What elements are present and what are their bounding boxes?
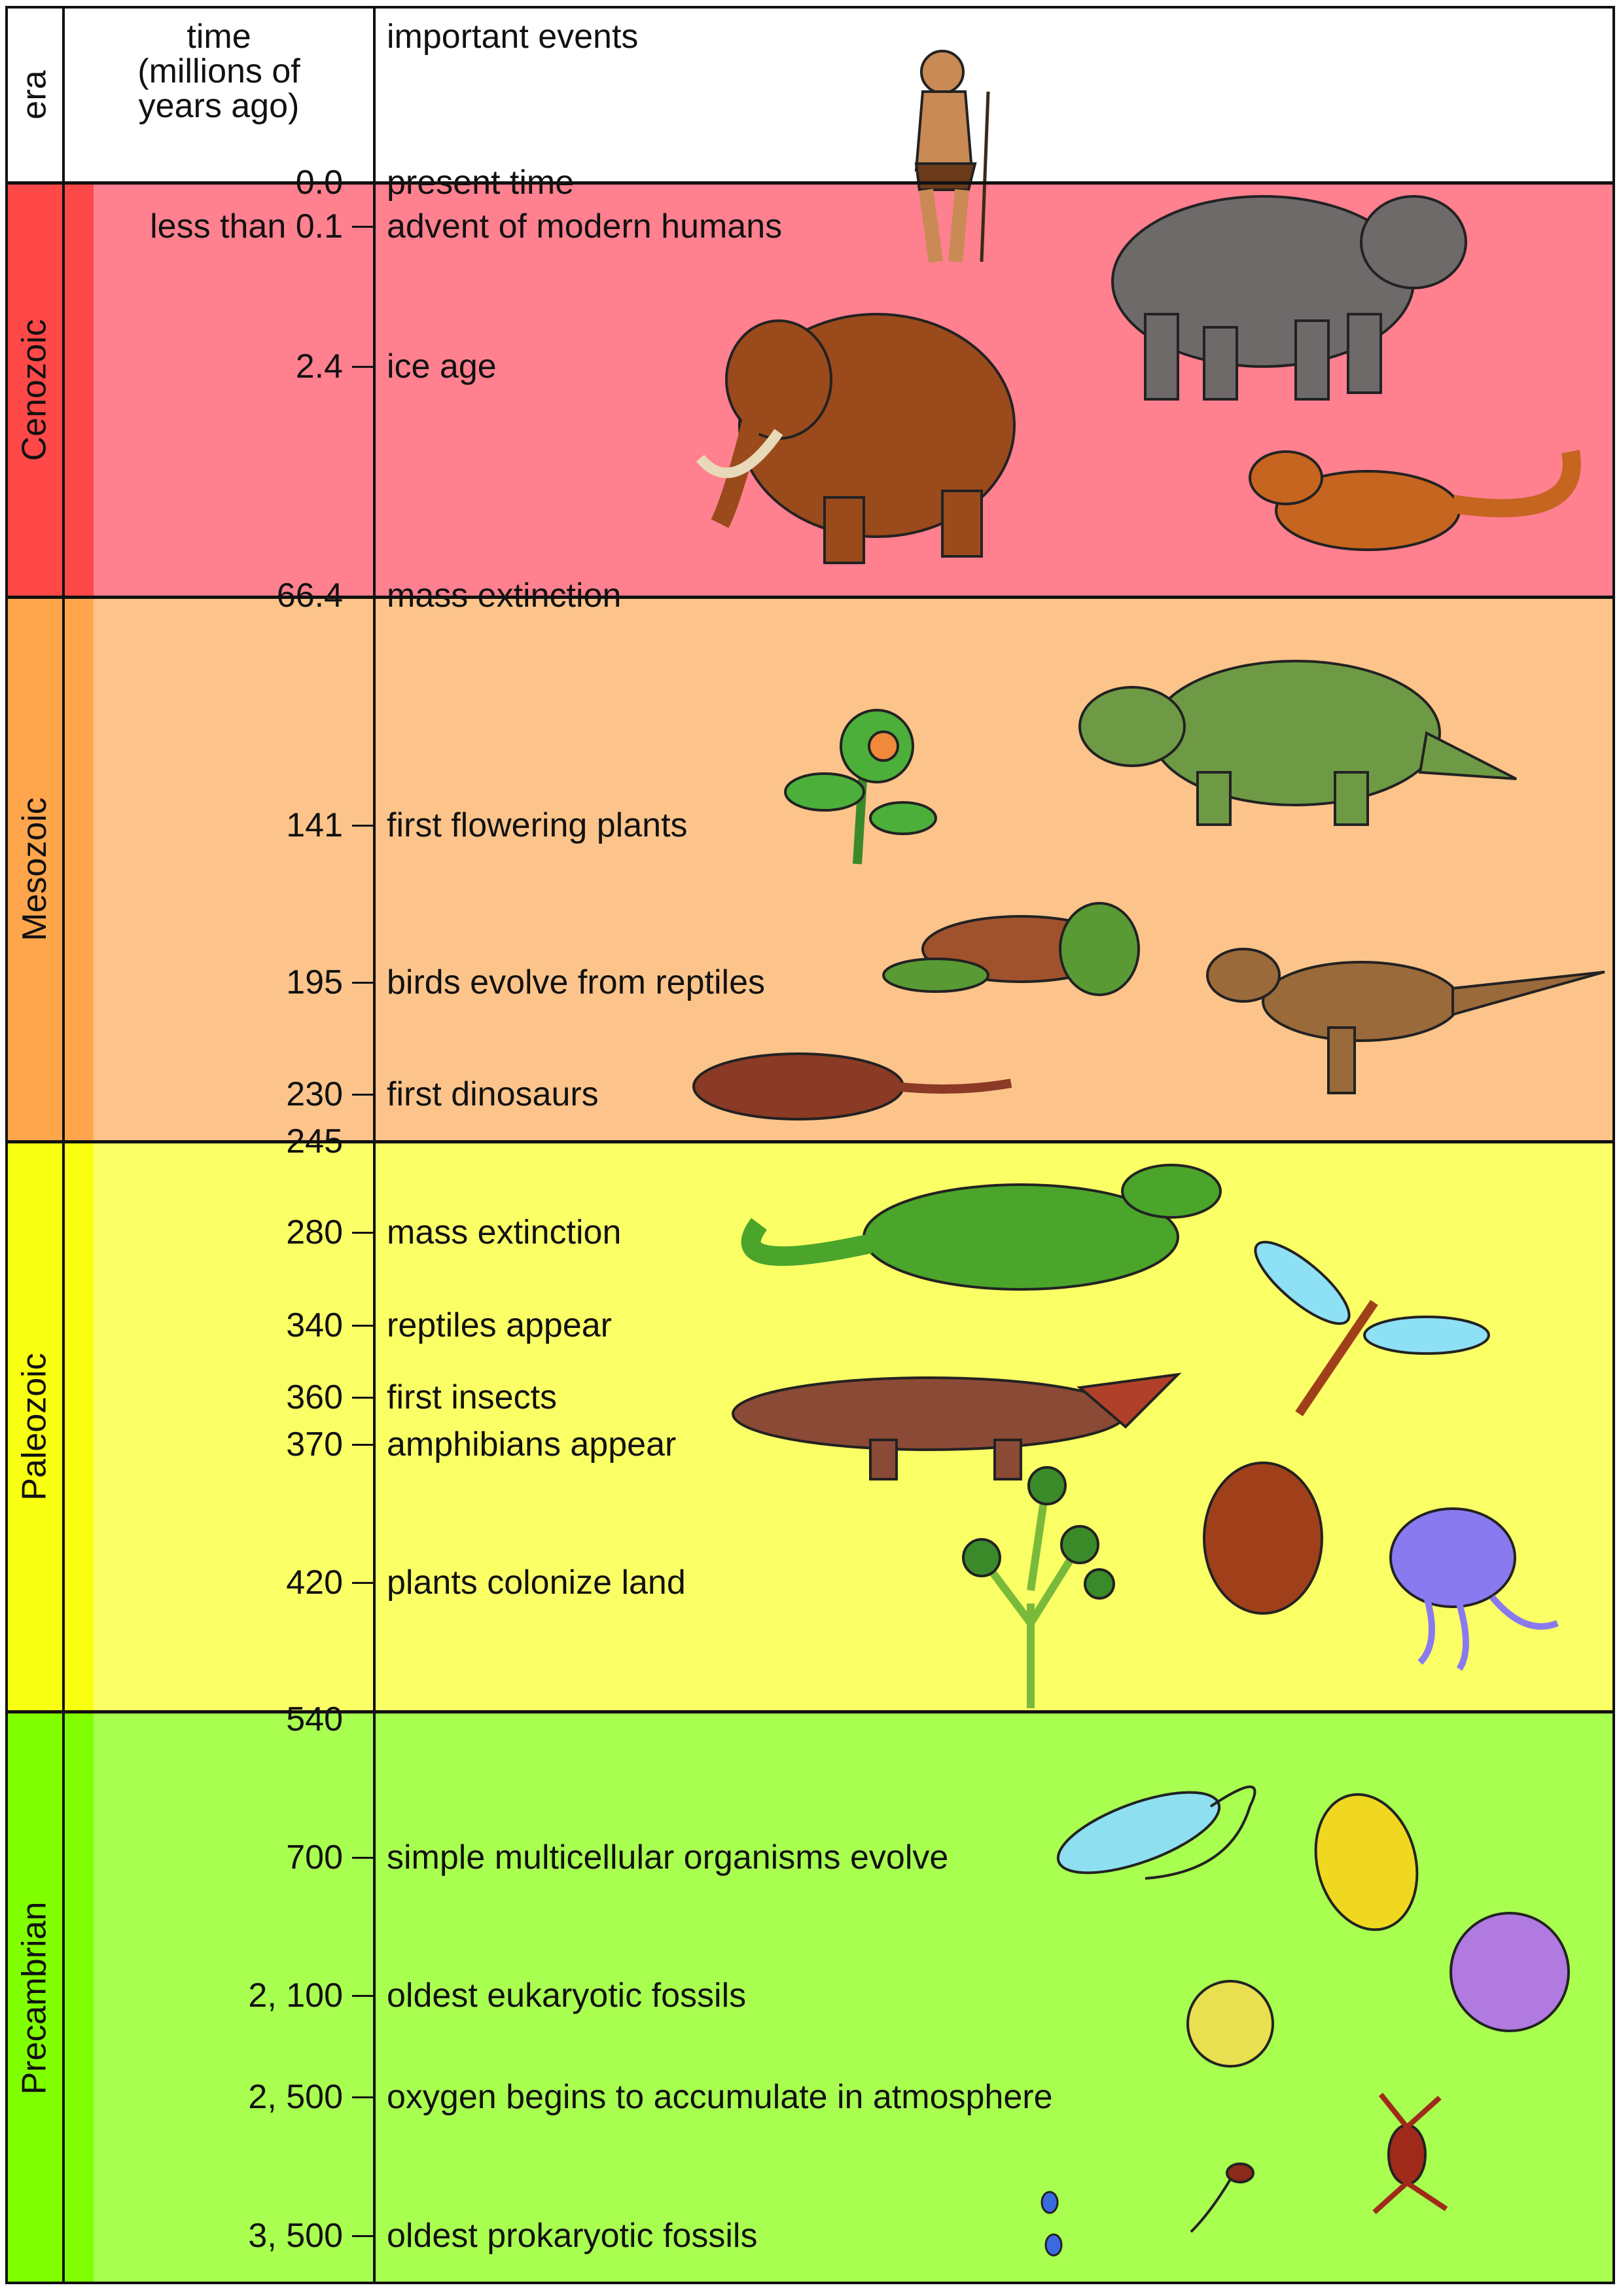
time-tick xyxy=(352,226,376,228)
time-tick xyxy=(352,825,376,827)
flowering-plant-illustration xyxy=(784,709,937,865)
era-precambrian: Precambrian xyxy=(15,1901,54,2094)
paleozoic-strip xyxy=(6,1141,94,1712)
pollen-illustration xyxy=(1314,1793,1419,1931)
uintatherium-illustration xyxy=(1111,195,1467,401)
time-tick xyxy=(352,1857,376,1859)
early-mammal-illustration xyxy=(692,1052,1012,1121)
event-label: first flowering plants xyxy=(387,806,688,844)
left-border xyxy=(5,6,8,2284)
precambrian-strip xyxy=(6,1712,94,2284)
dragonfly-illustration xyxy=(1254,1240,1490,1416)
red-microbe-illustration xyxy=(1372,2092,1448,2214)
time-label: 280 xyxy=(286,1213,343,1251)
protist-illustration xyxy=(1056,1785,1256,1880)
time-label: 141 xyxy=(286,806,343,844)
time-column-divider xyxy=(373,6,376,2284)
trilobite-illustration xyxy=(1203,1462,1323,1615)
event-label: simple multicellular organisms evolve xyxy=(387,1839,949,1876)
mesozoic-strip xyxy=(6,597,94,1141)
jellyfish-illustration xyxy=(1389,1507,1559,1671)
table-bottom-border xyxy=(6,2282,1614,2284)
time-tick xyxy=(352,1582,376,1584)
time-label: 340 xyxy=(286,1306,343,1344)
time-label: 700 xyxy=(286,1839,343,1876)
era-cenozoic: Cenozoic xyxy=(15,319,54,461)
time-label: 2, 500 xyxy=(248,2078,343,2116)
time-label: 360 xyxy=(286,1378,343,1416)
event-label: oldest prokaryotic fossils xyxy=(387,2217,758,2255)
time-tick xyxy=(352,1995,376,1997)
mammoth-illustration xyxy=(696,313,1016,564)
boundary-label: 245 xyxy=(286,1122,343,1160)
event-label: advent of modern humans xyxy=(387,207,783,245)
header-events: important events xyxy=(387,18,639,56)
era-column-divider xyxy=(62,6,65,2284)
time-tick xyxy=(352,366,376,368)
radiolarian-illustration xyxy=(1450,1912,1570,2032)
time-label: 195 xyxy=(286,963,343,1001)
boundary-label: 540 xyxy=(286,1700,343,1738)
event-label: oldest eukaryotic fossils xyxy=(387,1977,747,2015)
event-label: mass extinction xyxy=(387,577,622,615)
time-tick xyxy=(352,1325,376,1327)
event-label: reptiles appear xyxy=(387,1306,612,1344)
table-top-border xyxy=(6,6,1614,9)
striped-mammal-illustration xyxy=(1249,450,1581,551)
time-label: 2.4 xyxy=(295,348,343,386)
era-mesozoic: Mesozoic xyxy=(15,797,54,941)
event-label: plants colonize land xyxy=(387,1564,686,1602)
prokaryote-illustration xyxy=(1041,2191,1063,2257)
time-tick xyxy=(352,2096,376,2098)
time-tick xyxy=(352,1397,376,1399)
caveman-illustration xyxy=(914,50,990,263)
spiny-cell-illustration xyxy=(1186,1980,1274,2068)
header-time: time (millions of years ago) xyxy=(137,18,300,126)
time-tick xyxy=(352,982,376,984)
time-tick xyxy=(352,1444,376,1446)
time-label: 3, 500 xyxy=(248,2217,343,2255)
time-label: 230 xyxy=(286,1075,343,1113)
header-era-cell: era xyxy=(6,9,63,181)
tyrannosaurus-illustration xyxy=(1206,948,1605,1094)
time-label: less than 0.1 xyxy=(150,207,343,245)
event-label: amphibians appear xyxy=(387,1426,677,1463)
boundary-label: 0.0 xyxy=(295,164,343,202)
event-label: first dinosaurs xyxy=(387,1075,599,1113)
amphibian-illustration xyxy=(732,1372,1182,1480)
header-divider xyxy=(6,181,1614,185)
mesozoic-paleozoic-divider xyxy=(6,1140,1614,1143)
time-label: 420 xyxy=(286,1564,343,1602)
event-label: birds evolve from reptiles xyxy=(387,963,765,1001)
early-plant-illustration xyxy=(962,1466,1115,1708)
event-label: oxygen begins to accumulate in atmospher… xyxy=(387,2078,1053,2116)
event-label: ice age xyxy=(387,348,497,386)
archaeopteryx-illustration xyxy=(882,902,1140,996)
flagellate-illustration xyxy=(1190,2162,1254,2233)
time-tick xyxy=(352,2235,376,2237)
era-paleozoic: Paleozoic xyxy=(15,1352,54,1501)
time-tick xyxy=(352,1232,376,1234)
time-tick xyxy=(352,1094,376,1096)
right-border xyxy=(1612,6,1615,2284)
cenozoic-mesozoic-divider xyxy=(6,596,1614,599)
time-label: 2, 100 xyxy=(248,1977,343,2015)
header-era: era xyxy=(15,70,54,120)
paleozoic-precambrian-divider xyxy=(6,1710,1614,1713)
reptile-illustration xyxy=(741,1164,1222,1291)
boundary-label: 66.4 xyxy=(276,577,343,615)
triceratops-illustration xyxy=(1078,660,1517,826)
event-label: present time xyxy=(387,164,575,202)
event-label: mass extinction xyxy=(387,1213,622,1251)
cenozoic-strip xyxy=(6,183,94,597)
event-label: first insects xyxy=(387,1378,558,1416)
time-label: 370 xyxy=(286,1426,343,1463)
